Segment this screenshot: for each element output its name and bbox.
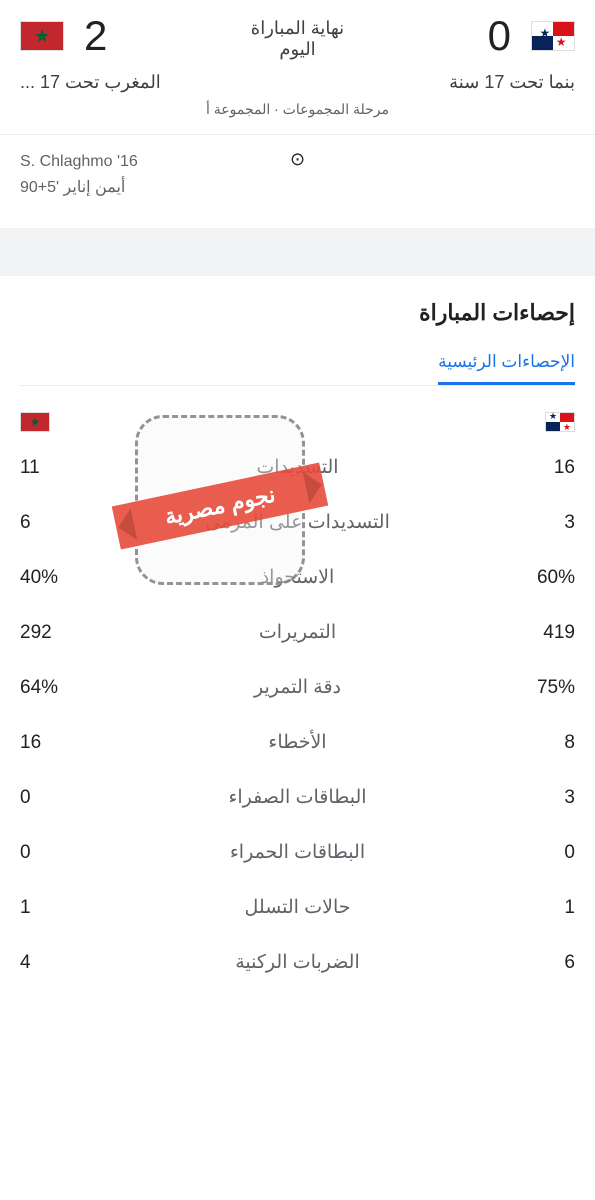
score-header: ★★ 0 نهاية المباراة اليوم 2 — [0, 0, 595, 68]
stat-away-value: 16 — [20, 732, 90, 754]
stat-row: 3التسديدات على المرمى6 — [20, 495, 575, 550]
stat-label: البطاقات الحمراء — [90, 841, 505, 864]
stat-home-value: 3 — [505, 787, 575, 809]
stat-home-value: 16 — [505, 457, 575, 479]
stat-home-value: 75% — [505, 677, 575, 699]
stat-label: البطاقات الصفراء — [90, 786, 505, 809]
stats-section: إحصاءات المباراة الإحصاءات الرئيسية ★★ 1… — [0, 276, 595, 990]
stat-away-value: 0 — [20, 842, 90, 864]
stat-row: 60%الاستحواذ40% — [20, 550, 575, 605]
stat-away-value: 40% — [20, 567, 90, 589]
stats-rows: 16التسديدات113التسديدات على المرمى660%ال… — [20, 440, 575, 990]
stat-row: 419التمريرات292 — [20, 605, 575, 660]
stats-flag-row: ★★ — [20, 386, 575, 440]
scorers-section: ⊙ 16' S. Chlaghmo أيمن إناير '5+90 — [0, 135, 595, 228]
status-line-1: نهاية المباراة — [218, 18, 378, 39]
scorer-line: 16' S. Chlaghmo — [20, 149, 286, 175]
scorer-line: أيمن إناير '5+90 — [20, 175, 286, 201]
away-score: 2 — [84, 12, 107, 60]
stat-row: 75%دقة التمرير64% — [20, 660, 575, 715]
stat-row: 6الضربات الركنية4 — [20, 935, 575, 990]
home-team-block[interactable]: ★★ 0 — [378, 12, 576, 60]
stat-away-value: 64% — [20, 677, 90, 699]
stat-home-value: 6 — [505, 952, 575, 974]
stat-home-value: 3 — [505, 512, 575, 534]
away-scorers: 16' S. Chlaghmo أيمن إناير '5+90 — [20, 149, 286, 200]
tab-main-stats[interactable]: الإحصاءات الرئيسية — [438, 342, 575, 385]
stat-away-value: 1 — [20, 897, 90, 919]
stat-home-value: 1 — [505, 897, 575, 919]
home-score: 0 — [488, 12, 511, 60]
morocco-flag-small-icon — [20, 412, 50, 432]
goal-icon: ⊙ — [286, 149, 310, 200]
stat-row: 1حالات التسلل1 — [20, 880, 575, 935]
stat-away-value: 11 — [20, 457, 90, 479]
panama-flag-small-icon: ★★ — [545, 412, 575, 432]
stat-row: 8الأخطاء16 — [20, 715, 575, 770]
stat-away-value: 292 — [20, 622, 90, 644]
panama-flag-icon: ★★ — [531, 21, 575, 51]
stat-away-value: 4 — [20, 952, 90, 974]
stat-away-value: 6 — [20, 512, 90, 534]
stat-label: الاستحواذ — [90, 566, 505, 589]
stat-row: 3البطاقات الصفراء0 — [20, 770, 575, 825]
home-team-name: بنما تحت 17 سنة — [449, 72, 575, 93]
stat-row: 16التسديدات11 — [20, 440, 575, 495]
stat-row: 0البطاقات الحمراء0 — [20, 825, 575, 880]
home-scorers — [310, 149, 576, 200]
stat-label: التسديدات على المرمى — [90, 511, 505, 534]
stat-label: حالات التسلل — [90, 896, 505, 919]
stat-label: الضربات الركنية — [90, 951, 505, 974]
match-status: نهاية المباراة اليوم — [218, 12, 378, 60]
stat-home-value: 60% — [505, 567, 575, 589]
match-screen: ★★ 0 نهاية المباراة اليوم 2 بنما تحت 17 … — [0, 0, 595, 990]
stage-label: مرحلة المجموعات · المجموعة أ — [0, 101, 595, 134]
away-team-name: المغرب تحت 17 ... — [20, 72, 161, 93]
stat-label: دقة التمرير — [90, 676, 505, 699]
stat-away-value: 0 — [20, 787, 90, 809]
stat-label: الأخطاء — [90, 731, 505, 754]
stats-tabs: الإحصاءات الرئيسية — [20, 342, 575, 386]
stat-home-value: 0 — [505, 842, 575, 864]
morocco-flag-icon — [20, 21, 64, 51]
away-team-block[interactable]: 2 — [20, 12, 218, 60]
stat-label: التمريرات — [90, 621, 505, 644]
stat-home-value: 8 — [505, 732, 575, 754]
stat-label: التسديدات — [90, 456, 505, 479]
stats-title: إحصاءات المباراة — [20, 292, 575, 342]
team-names-row: بنما تحت 17 سنة المغرب تحت 17 ... — [0, 68, 595, 101]
status-line-2: اليوم — [218, 39, 378, 60]
stat-home-value: 419 — [505, 622, 575, 644]
section-gap — [0, 228, 595, 276]
